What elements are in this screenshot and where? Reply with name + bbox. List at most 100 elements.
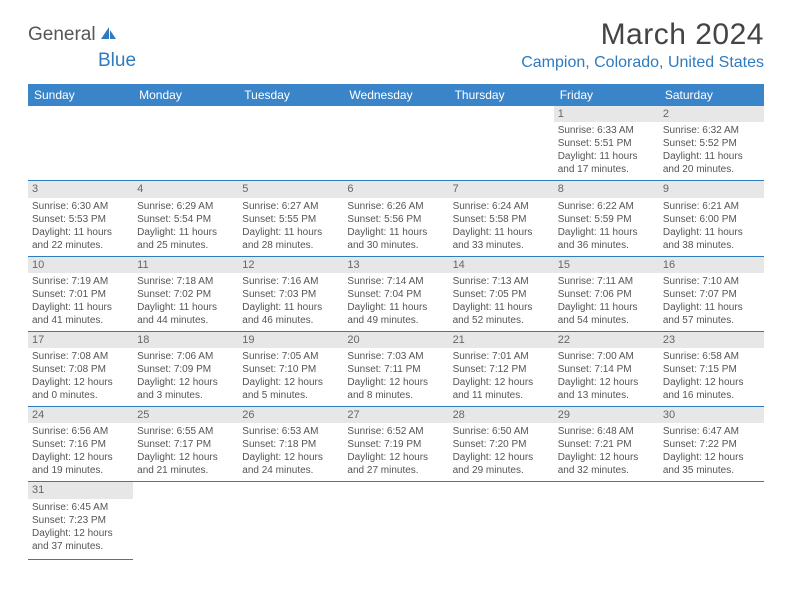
day-number: 14 <box>449 257 554 273</box>
day-cell: 18 Sunrise: 7:06 AMSunset: 7:09 PMDayligh… <box>133 331 238 406</box>
sun-info: Sunrise: 6:21 AMSunset: 6:00 PMDaylight:… <box>663 200 760 252</box>
sail-icon <box>99 25 119 46</box>
day-number: 2 <box>659 106 764 122</box>
day-number: 4 <box>133 181 238 197</box>
day-cell: 21 Sunrise: 7:01 AMSunset: 7:12 PMDayligh… <box>449 331 554 406</box>
day-number: 16 <box>659 257 764 273</box>
day-cell: 3Sunrise: 6:30 AMSunset: 5:53 PMDaylight… <box>28 181 133 256</box>
location-text: Campion, Colorado, United States <box>521 54 764 72</box>
day-cell: 22Sunrise: 7:00 AMSunset: 7:14 PMDayligh… <box>554 331 659 406</box>
day-cell: 11 Sunrise: 7:18 AMSunset: 7:02 PMDayligh… <box>133 256 238 331</box>
day-number: 23 <box>659 332 764 348</box>
sun-info: Sunrise: 6:26 AMSunset: 5:56 PMDaylight:… <box>347 200 444 252</box>
day-cell: 8Sunrise: 6:22 AMSunset: 5:59 PMDaylight… <box>554 181 659 256</box>
week-row: 31 Sunrise: 6:45 AMSunset: 7:23 PMDayligh… <box>28 482 764 560</box>
day-cell: 4 Sunrise: 6:29 AMSunset: 5:54 PMDaylight… <box>133 181 238 256</box>
sun-info: Sunrise: 7:06 AMSunset: 7:09 PMDaylight:… <box>137 350 234 402</box>
week-row: 1 Sunrise: 6:33 AMSunset: 5:51 PMDaylight… <box>28 106 764 181</box>
logo: General <box>28 24 119 46</box>
day-number: 11 <box>133 257 238 273</box>
day-cell <box>238 106 343 181</box>
day-cell <box>659 482 764 560</box>
day-cell <box>238 482 343 560</box>
sun-info: Sunrise: 6:53 AMSunset: 7:18 PMDaylight:… <box>242 425 339 477</box>
day-cell: 17 Sunrise: 7:08 AMSunset: 7:08 PMDayligh… <box>28 331 133 406</box>
day-cell: 10 Sunrise: 7:19 AMSunset: 7:01 PMDayligh… <box>28 256 133 331</box>
day-number: 9 <box>659 181 764 197</box>
day-cell <box>554 482 659 560</box>
day-cell <box>449 482 554 560</box>
sun-info: Sunrise: 7:01 AMSunset: 7:12 PMDaylight:… <box>453 350 550 402</box>
sun-info: Sunrise: 7:03 AMSunset: 7:11 PMDaylight:… <box>347 350 444 402</box>
day-number: 15 <box>554 257 659 273</box>
day-cell <box>28 106 133 181</box>
day-cell: 14Sunrise: 7:13 AMSunset: 7:05 PMDayligh… <box>449 256 554 331</box>
day-number: 25 <box>133 407 238 423</box>
sun-info: Sunrise: 6:50 AMSunset: 7:20 PMDaylight:… <box>453 425 550 477</box>
day-cell: 30 Sunrise: 6:47 AMSunset: 7:22 PMDayligh… <box>659 407 764 482</box>
day-number: 3 <box>28 181 133 197</box>
day-cell <box>343 482 448 560</box>
day-cell <box>133 106 238 181</box>
col-tuesday: Tuesday <box>238 84 343 106</box>
day-number: 7 <box>449 181 554 197</box>
day-cell <box>449 106 554 181</box>
day-number: 6 <box>343 181 448 197</box>
sun-info: Sunrise: 6:22 AMSunset: 5:59 PMDaylight:… <box>558 200 655 252</box>
day-cell: 9 Sunrise: 6:21 AMSunset: 6:00 PMDaylight… <box>659 181 764 256</box>
sun-info: Sunrise: 6:27 AMSunset: 5:55 PMDaylight:… <box>242 200 339 252</box>
day-number: 13 <box>343 257 448 273</box>
sun-info: Sunrise: 6:29 AMSunset: 5:54 PMDaylight:… <box>137 200 234 252</box>
day-cell: 31 Sunrise: 6:45 AMSunset: 7:23 PMDayligh… <box>28 482 133 560</box>
col-thursday: Thursday <box>449 84 554 106</box>
sun-info: Sunrise: 6:45 AMSunset: 7:23 PMDaylight:… <box>32 501 129 553</box>
day-number: 28 <box>449 407 554 423</box>
day-cell: 27Sunrise: 6:52 AMSunset: 7:19 PMDayligh… <box>343 407 448 482</box>
sun-info: Sunrise: 6:32 AMSunset: 5:52 PMDaylight:… <box>663 124 760 176</box>
day-number: 19 <box>238 332 343 348</box>
day-number: 30 <box>659 407 764 423</box>
day-number: 10 <box>28 257 133 273</box>
sun-info: Sunrise: 7:18 AMSunset: 7:02 PMDaylight:… <box>137 275 234 327</box>
calendar-body: 1 Sunrise: 6:33 AMSunset: 5:51 PMDaylight… <box>28 106 764 560</box>
day-number: 26 <box>238 407 343 423</box>
day-number: 17 <box>28 332 133 348</box>
day-number: 20 <box>343 332 448 348</box>
title-block: March 2024 Campion, Colorado, United Sta… <box>521 18 764 72</box>
col-wednesday: Wednesday <box>343 84 448 106</box>
day-cell: 26 Sunrise: 6:53 AMSunset: 7:18 PMDayligh… <box>238 407 343 482</box>
day-cell: 23Sunrise: 6:58 AMSunset: 7:15 PMDayligh… <box>659 331 764 406</box>
week-row: 17 Sunrise: 7:08 AMSunset: 7:08 PMDayligh… <box>28 331 764 406</box>
sun-info: Sunrise: 7:08 AMSunset: 7:08 PMDaylight:… <box>32 350 129 402</box>
sun-info: Sunrise: 6:48 AMSunset: 7:21 PMDaylight:… <box>558 425 655 477</box>
day-cell: 1 Sunrise: 6:33 AMSunset: 5:51 PMDaylight… <box>554 106 659 181</box>
sun-info: Sunrise: 7:11 AMSunset: 7:06 PMDaylight:… <box>558 275 655 327</box>
day-number: 1 <box>554 106 659 122</box>
calendar-table: Sunday Monday Tuesday Wednesday Thursday… <box>28 84 764 560</box>
col-saturday: Saturday <box>659 84 764 106</box>
day-number: 12 <box>238 257 343 273</box>
sun-info: Sunrise: 6:56 AMSunset: 7:16 PMDaylight:… <box>32 425 129 477</box>
day-cell: 19 Sunrise: 7:05 AMSunset: 7:10 PMDayligh… <box>238 331 343 406</box>
day-cell: 6 Sunrise: 6:26 AMSunset: 5:56 PMDaylight… <box>343 181 448 256</box>
day-number: 31 <box>28 482 133 498</box>
day-cell: 24Sunrise: 6:56 AMSunset: 7:16 PMDayligh… <box>28 407 133 482</box>
sun-info: Sunrise: 6:24 AMSunset: 5:58 PMDaylight:… <box>453 200 550 252</box>
sun-info: Sunrise: 6:55 AMSunset: 7:17 PMDaylight:… <box>137 425 234 477</box>
day-header-row: Sunday Monday Tuesday Wednesday Thursday… <box>28 84 764 106</box>
col-friday: Friday <box>554 84 659 106</box>
sun-info: Sunrise: 7:05 AMSunset: 7:10 PMDaylight:… <box>242 350 339 402</box>
sun-info: Sunrise: 6:33 AMSunset: 5:51 PMDaylight:… <box>558 124 655 176</box>
sun-info: Sunrise: 7:19 AMSunset: 7:01 PMDaylight:… <box>32 275 129 327</box>
sun-info: Sunrise: 7:00 AMSunset: 7:14 PMDaylight:… <box>558 350 655 402</box>
day-cell: 16Sunrise: 7:10 AMSunset: 7:07 PMDayligh… <box>659 256 764 331</box>
col-sunday: Sunday <box>28 84 133 106</box>
day-cell: 12Sunrise: 7:16 AMSunset: 7:03 PMDayligh… <box>238 256 343 331</box>
month-title: March 2024 <box>521 18 764 52</box>
sun-info: Sunrise: 7:14 AMSunset: 7:04 PMDaylight:… <box>347 275 444 327</box>
day-number: 21 <box>449 332 554 348</box>
sun-info: Sunrise: 6:47 AMSunset: 7:22 PMDaylight:… <box>663 425 760 477</box>
day-cell: 13 Sunrise: 7:14 AMSunset: 7:04 PMDayligh… <box>343 256 448 331</box>
day-number: 18 <box>133 332 238 348</box>
day-cell <box>133 482 238 560</box>
